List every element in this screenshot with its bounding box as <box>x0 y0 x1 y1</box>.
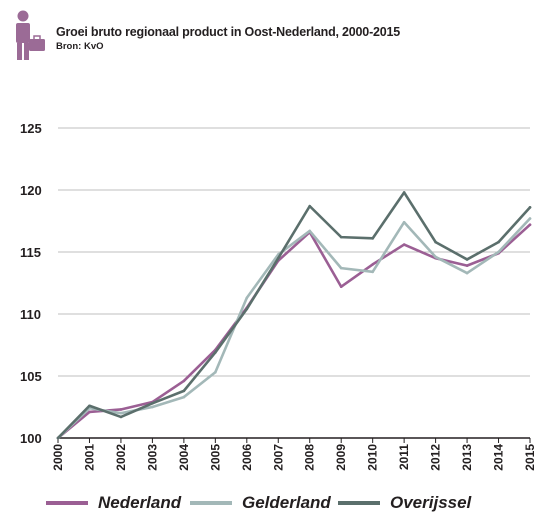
data-point-overijssel-2013 <box>465 258 469 261</box>
legend-swatch-overijssel <box>338 501 380 505</box>
y-tick-label-125: 125 <box>20 121 42 136</box>
series-line-gelderland <box>56 217 532 440</box>
x-tick-label-2011: 2011 <box>397 444 411 470</box>
x-tick-label-2012: 2012 <box>429 444 443 471</box>
y-tick-label-115: 115 <box>20 245 41 260</box>
data-point-gelderland-2005 <box>214 370 217 374</box>
data-point-gelderland-2010 <box>371 270 374 274</box>
title-block: Groei bruto regionaal product in Oost-Ne… <box>56 25 516 52</box>
data-point-overijssel-2008 <box>308 204 312 208</box>
chart-title: Groei bruto regionaal product in Oost-Ne… <box>56 25 401 39</box>
x-tick-label-2000: 2000 <box>51 444 65 471</box>
data-point-gelderland-2003 <box>151 405 154 409</box>
legend: Nederland Gelderland Overijssel <box>0 488 534 518</box>
data-point-nederland-2011 <box>402 243 406 246</box>
data-point-overijssel-2014 <box>497 240 500 244</box>
x-tick-label-2015: 2015 <box>523 444 534 471</box>
data-point-overijssel-2012 <box>434 240 437 244</box>
x-tick-label-2008: 2008 <box>303 444 317 471</box>
x-tick-label-2009: 2009 <box>334 444 348 471</box>
data-point-nederland-2015 <box>528 223 532 227</box>
legend-swatch-nederland <box>46 501 88 505</box>
x-tick-label-2003: 2003 <box>145 444 159 471</box>
data-point-gelderland-2015 <box>528 217 532 220</box>
x-tick-label-2006: 2006 <box>240 444 254 471</box>
legend-item-gelderland: Gelderland <box>190 488 331 518</box>
data-point-overijssel-2015 <box>528 206 532 209</box>
data-point-overijssel-2000 <box>56 436 60 440</box>
data-point-gelderland-2014 <box>497 250 500 254</box>
data-point-overijssel-2005 <box>214 351 217 354</box>
data-point-gelderland-2008 <box>308 229 312 233</box>
y-tick-label-110: 110 <box>20 307 41 322</box>
x-tick-label-2013: 2013 <box>460 444 474 471</box>
legend-item-nederland: Nederland <box>46 488 181 518</box>
data-point-overijssel-2003 <box>151 401 154 405</box>
chart-source: Bron: KvO <box>56 41 104 52</box>
data-point-gelderland-2013 <box>465 271 469 275</box>
y-tick-label-120: 120 <box>20 183 42 198</box>
data-point-nederland-2013 <box>465 264 469 267</box>
data-point-overijssel-2009 <box>339 235 343 239</box>
data-point-nederland-2009 <box>339 285 343 289</box>
data-point-overijssel-2004 <box>182 389 186 393</box>
x-tick-label-2001: 2001 <box>82 444 96 471</box>
series-line-overijssel <box>56 191 532 440</box>
legend-label-nederland: Nederland <box>98 493 182 512</box>
line-chart: 100 105 110 115 120 125 2000 2001 2002 2003 2004 20… <box>20 121 534 471</box>
x-tick-label-2010: 2010 <box>366 444 380 471</box>
x-tick-label-2002: 2002 <box>114 444 128 471</box>
x-tick-label-2004: 2004 <box>177 444 191 471</box>
data-point-overijssel-2006 <box>245 307 249 311</box>
data-point-nederland-2004 <box>182 379 186 383</box>
data-point-gelderland-2002 <box>119 411 123 415</box>
legend-label-gelderland: Gelderland <box>242 493 331 512</box>
data-point-gelderland-2011 <box>402 220 406 224</box>
x-tick-label-2014: 2014 <box>492 444 506 471</box>
data-point-nederland-2002 <box>119 408 123 411</box>
series-line-nederland <box>56 223 532 440</box>
y-tick-label-105: 105 <box>20 369 42 384</box>
data-point-gelderland-2004 <box>182 395 186 399</box>
legend-item-overijssel: Overijssel <box>338 488 471 518</box>
data-point-nederland-2010 <box>371 263 374 266</box>
data-point-overijssel-2007 <box>276 256 280 260</box>
data-point-gelderland-2012 <box>434 255 437 259</box>
person-with-briefcase-icon <box>16 10 45 60</box>
y-tick-label-100: 100 <box>20 431 42 446</box>
legend-label-overijssel: Overijssel <box>390 493 472 512</box>
data-point-overijssel-2010 <box>371 237 374 240</box>
x-tick-label-2005: 2005 <box>208 444 222 471</box>
data-point-overijssel-2002 <box>119 415 123 419</box>
x-tick-label-2007: 2007 <box>271 444 285 471</box>
data-point-overijssel-2001 <box>88 404 91 408</box>
legend-swatch-gelderland <box>190 501 232 505</box>
data-point-gelderland-2009 <box>339 266 343 270</box>
data-point-gelderland-2006 <box>245 296 249 300</box>
data-point-nederland-2001 <box>88 410 91 414</box>
data-point-overijssel-2011 <box>402 191 406 194</box>
